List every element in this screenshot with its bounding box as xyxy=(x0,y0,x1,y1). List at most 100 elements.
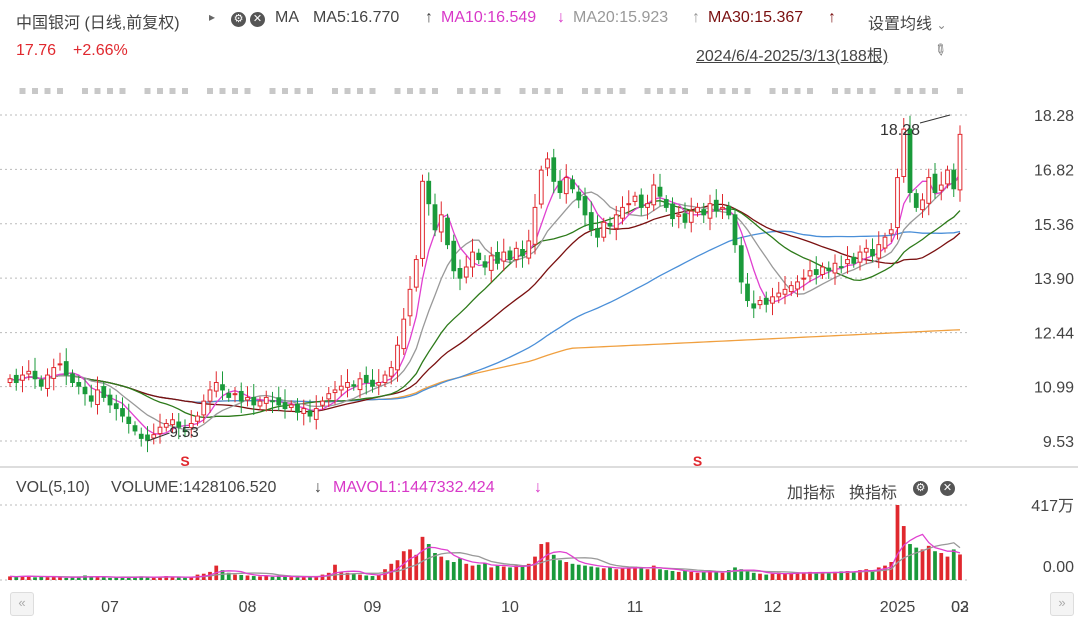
candle-body xyxy=(451,240,457,272)
candle-body xyxy=(676,214,682,217)
candle-body xyxy=(626,203,632,206)
volume-bar xyxy=(583,565,587,580)
volume-bar xyxy=(914,547,919,580)
volume-bar xyxy=(745,571,750,580)
close-icon[interactable]: ✕ xyxy=(250,11,265,29)
candle-body xyxy=(707,203,713,219)
event-marker xyxy=(907,88,913,94)
volume-bar xyxy=(320,574,325,580)
candle-body xyxy=(588,212,594,231)
candle-body xyxy=(288,404,294,408)
volume-bar xyxy=(789,573,794,580)
volume-bar xyxy=(514,565,519,580)
candle-body xyxy=(176,421,182,428)
candle-body xyxy=(457,267,463,279)
chevron-down-icon: ⌄ xyxy=(936,18,947,32)
candle-body xyxy=(57,363,63,366)
candle-body xyxy=(620,206,625,219)
candle-body xyxy=(151,434,157,439)
candle-body xyxy=(32,370,38,380)
candle-body xyxy=(651,184,657,206)
volume-ma-lines xyxy=(9,533,961,579)
scroll-right-icon[interactable]: » xyxy=(1050,592,1074,616)
candle-body xyxy=(563,177,569,195)
volume-bar xyxy=(620,568,625,580)
event-marker xyxy=(219,88,226,94)
time-tick-label: 03 xyxy=(951,599,969,616)
candle-body xyxy=(820,266,825,275)
event-marker xyxy=(669,88,676,94)
candle-body xyxy=(757,300,763,306)
candle-body xyxy=(263,396,269,404)
candle-body xyxy=(732,214,738,246)
volume-bar xyxy=(420,536,425,580)
candle-body xyxy=(182,430,188,433)
switch-indicator-button[interactable]: 换指标 xyxy=(849,485,898,502)
volume-bar xyxy=(120,576,125,580)
volume-bar xyxy=(845,571,850,580)
candle-body xyxy=(720,206,725,210)
candle-body xyxy=(138,433,144,439)
candle-body xyxy=(745,283,750,302)
candle-body xyxy=(713,199,719,212)
volume-bar xyxy=(870,571,875,580)
candle-body xyxy=(557,180,563,193)
event-marker xyxy=(44,88,51,94)
event-marker xyxy=(744,88,751,94)
time-tick-label: 10 xyxy=(501,599,519,616)
volume-bar xyxy=(439,556,444,580)
candle-body xyxy=(901,128,907,177)
price-axis: 18.28 16.82 15.36 13.90 12.44 10.99 9.53 xyxy=(1034,108,1074,451)
add-indicator-button[interactable]: 加指标 xyxy=(787,485,836,502)
volume-tick-label: 417万 xyxy=(1031,498,1074,515)
scroll-left-icon[interactable]: « xyxy=(10,592,34,616)
candle-body xyxy=(501,251,507,262)
ma5-value: MA5:16.770 xyxy=(313,9,400,26)
candle-body xyxy=(863,247,869,253)
volume-bar xyxy=(595,567,600,580)
date-range-link[interactable]: 2024/6/4-2025/3/13(188根) xyxy=(696,48,889,65)
volume-bar xyxy=(889,562,894,580)
candle-body xyxy=(63,361,69,376)
candle-body xyxy=(926,177,932,204)
candle-body xyxy=(20,374,25,381)
volume-bar xyxy=(683,571,687,580)
candle-body xyxy=(545,158,550,169)
gear-icon[interactable]: ⚙ xyxy=(231,11,246,29)
candle-body xyxy=(888,229,894,235)
volume-bar xyxy=(733,567,737,580)
candle-body xyxy=(370,379,375,387)
volume-bar xyxy=(64,577,69,580)
ma-settings-button[interactable]: 设置均线 ⌄ xyxy=(868,10,947,34)
volume-close-icon[interactable]: ✕ xyxy=(940,480,955,498)
volume-bar xyxy=(676,571,681,580)
volume-bar xyxy=(176,577,181,580)
candle-body xyxy=(407,288,413,317)
volume-gear-icon[interactable]: ⚙ xyxy=(913,480,928,498)
candle-body xyxy=(845,259,850,265)
candle-body xyxy=(538,169,544,205)
event-marker xyxy=(269,88,276,94)
volume-bar xyxy=(264,575,269,580)
volume-bar xyxy=(101,577,106,580)
candle-body xyxy=(295,404,300,413)
event-marker xyxy=(657,88,663,94)
candle-body xyxy=(801,277,807,280)
candle-body xyxy=(420,180,425,259)
event-marker xyxy=(594,88,601,94)
candle-body xyxy=(582,196,588,216)
volume-bar xyxy=(114,577,119,580)
candle-body xyxy=(895,177,900,229)
mavol-value: MAVOL1:1447332.424 xyxy=(333,479,495,496)
candle-body xyxy=(51,367,57,379)
volume-bar xyxy=(720,572,725,580)
volume-bar xyxy=(920,549,925,580)
candle-body xyxy=(145,434,150,441)
title-dropdown-icon[interactable]: ▸ xyxy=(209,10,216,24)
volume-bar xyxy=(8,576,12,580)
event-marker xyxy=(844,88,851,94)
event-marker xyxy=(357,88,363,94)
volume-bar xyxy=(751,572,756,580)
volume-axis: 417万 0.00 xyxy=(1031,498,1074,576)
candle-body xyxy=(913,193,919,208)
